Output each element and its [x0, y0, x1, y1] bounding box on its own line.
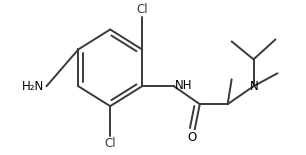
Text: O: O	[187, 131, 196, 144]
Text: Cl: Cl	[104, 137, 116, 150]
Text: N: N	[250, 80, 259, 93]
Text: NH: NH	[175, 79, 192, 92]
Text: H₂N: H₂N	[22, 80, 44, 93]
Text: Cl: Cl	[136, 2, 148, 16]
